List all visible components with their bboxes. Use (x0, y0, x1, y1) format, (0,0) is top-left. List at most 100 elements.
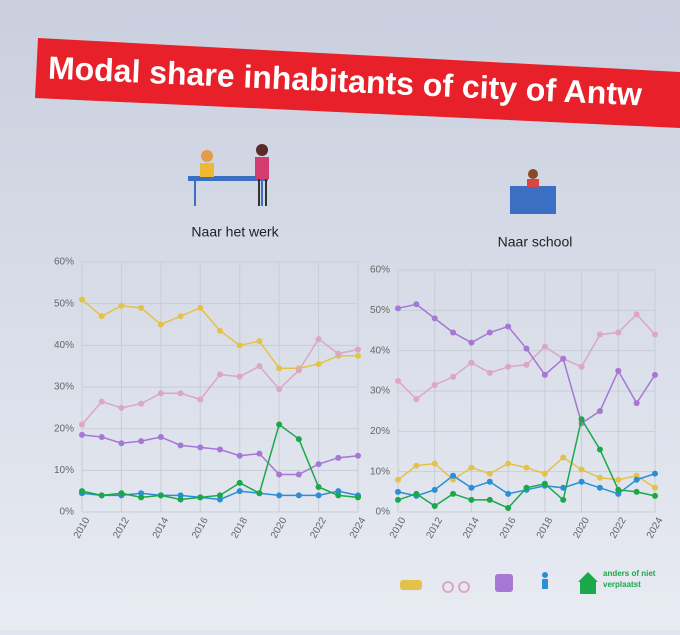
legend-icon-bus (495, 574, 513, 592)
data-point (197, 396, 204, 403)
data-point (295, 471, 302, 478)
data-point (486, 329, 493, 336)
data-point (217, 446, 223, 453)
data-point (236, 373, 243, 380)
title-banner (35, 38, 680, 128)
data-point (615, 329, 622, 336)
data-point (652, 484, 658, 491)
data-point (615, 476, 622, 483)
data-point (431, 486, 438, 493)
data-point (197, 304, 204, 311)
data-point (177, 442, 184, 449)
data-point (197, 444, 204, 451)
data-point (335, 492, 342, 499)
data-point (541, 371, 548, 378)
data-point (486, 470, 493, 477)
data-point (395, 476, 401, 483)
legend-note: anders of niet verplaatst (603, 569, 656, 589)
data-point (157, 390, 164, 397)
data-point (652, 470, 658, 477)
data-point (431, 315, 438, 322)
data-point (118, 404, 125, 411)
data-point (431, 502, 438, 509)
data-point (295, 436, 302, 443)
data-point (633, 311, 640, 318)
data-point (523, 361, 530, 368)
y-tick-label: 60% (54, 257, 74, 268)
data-point (578, 478, 585, 485)
data-point (138, 400, 145, 407)
data-point (596, 484, 603, 491)
data-point (505, 363, 512, 370)
data-point (315, 484, 322, 490)
data-point (596, 331, 603, 338)
data-point (256, 338, 263, 345)
data-point (217, 327, 223, 334)
data-point (413, 490, 420, 497)
data-point (468, 339, 475, 346)
data-point (217, 496, 223, 503)
data-point (98, 313, 105, 320)
data-point (468, 496, 475, 503)
data-point (560, 496, 567, 503)
y-tick-label: 30% (54, 382, 74, 393)
data-point (596, 408, 603, 415)
y-tick-label: 50% (370, 305, 390, 316)
y-tick-label: 10% (54, 465, 74, 476)
data-point (450, 490, 457, 497)
data-point (256, 490, 263, 497)
data-point (413, 301, 420, 308)
data-point (523, 484, 530, 491)
data-point (355, 346, 361, 353)
data-point (197, 494, 204, 501)
data-point (450, 373, 457, 380)
legend-icon-other (578, 572, 598, 594)
data-point (276, 365, 283, 372)
y-tick-label: 30% (370, 386, 390, 397)
data-point (541, 470, 548, 477)
y-tick-label: 0% (376, 507, 391, 518)
data-point (523, 464, 530, 471)
data-point (315, 336, 322, 343)
data-point (217, 371, 223, 378)
data-point (450, 472, 457, 479)
data-point (468, 359, 475, 366)
data-point (98, 492, 105, 499)
chart-title: Naar school (498, 234, 573, 250)
data-point (615, 367, 622, 374)
data-point (177, 492, 184, 499)
y-tick-label: 0% (60, 507, 75, 518)
data-point (486, 496, 493, 503)
data-point (295, 367, 302, 374)
data-point (118, 302, 125, 309)
data-point (276, 386, 283, 393)
data-point (468, 464, 475, 471)
data-point (315, 492, 322, 499)
data-point (118, 490, 125, 497)
data-point (486, 369, 493, 376)
data-point (505, 323, 512, 330)
data-point (355, 494, 361, 501)
data-point (335, 454, 342, 461)
data-point (395, 488, 401, 495)
data-point (486, 478, 493, 485)
data-point (652, 331, 658, 338)
data-point (633, 476, 640, 483)
data-point (523, 345, 530, 352)
data-point (79, 431, 85, 438)
data-point (652, 371, 658, 378)
data-point (578, 466, 585, 473)
data-point (395, 305, 401, 312)
data-point (256, 363, 263, 370)
data-point (177, 390, 184, 397)
data-point (157, 434, 164, 440)
legend-icon-walk (542, 572, 548, 589)
legend-note-box: anders of niet verplaatst (603, 569, 656, 589)
data-point (157, 492, 164, 499)
data-point (217, 492, 223, 499)
data-point (276, 421, 283, 428)
legend-icon-bike (442, 581, 470, 593)
data-point (541, 343, 548, 350)
